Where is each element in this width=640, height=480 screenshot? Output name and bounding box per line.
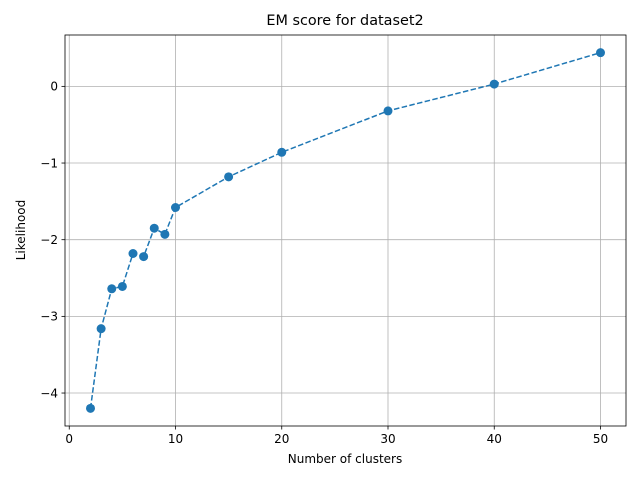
data-point <box>107 284 117 294</box>
data-point <box>171 203 180 212</box>
data-point <box>596 48 605 58</box>
x-tick-label: 0 <box>65 432 73 446</box>
data-point <box>117 281 127 291</box>
x-tick-label: 20 <box>274 432 289 446</box>
x-tick-label: 10 <box>168 432 183 446</box>
data-point <box>149 223 159 233</box>
y-tick-label: −1 <box>40 156 58 170</box>
y-tick-label: −4 <box>40 386 58 400</box>
series-layer <box>86 48 605 413</box>
data-point <box>128 249 138 258</box>
data-point <box>383 106 393 116</box>
y-tick-label: −3 <box>40 310 58 324</box>
data-point <box>277 147 287 157</box>
x-tick-label: 30 <box>380 432 395 446</box>
data-point <box>224 172 234 182</box>
plot-frame <box>64 34 627 427</box>
data-point <box>160 229 170 239</box>
y-axis-label: Likelihood <box>14 200 28 261</box>
gridlines <box>65 35 626 426</box>
ticks: 0 10 20 30 40 50 −4 −3 −2 −1 0 <box>40 80 608 446</box>
x-tick-label: 40 <box>487 432 502 446</box>
x-axis-label: Number of clusters <box>288 452 402 466</box>
data-point <box>96 324 106 334</box>
y-tick-label: 0 <box>50 80 58 94</box>
axes-frame <box>64 34 627 427</box>
data-point <box>489 79 499 89</box>
data-point <box>139 252 149 262</box>
data-point <box>86 403 95 413</box>
y-tick-label: −2 <box>40 233 58 247</box>
chart-title: EM score for dataset2 <box>266 13 423 29</box>
x-tick-label: 50 <box>593 432 608 446</box>
